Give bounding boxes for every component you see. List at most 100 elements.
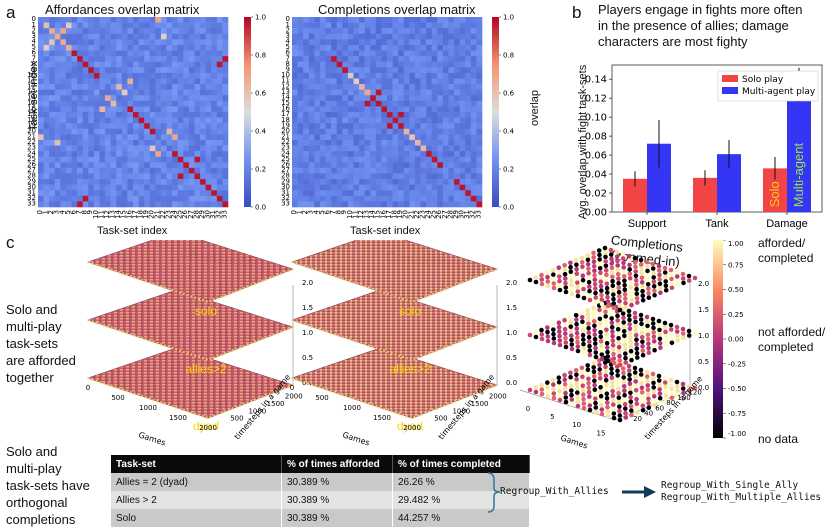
affordances-heatmap-cell <box>155 100 162 107</box>
completions-heatmap-cell <box>359 156 365 163</box>
heatmap-b-xtick: 32 <box>469 210 477 219</box>
completions-heatmap-cell <box>347 179 354 185</box>
completions-heatmap-cell <box>308 179 315 185</box>
affordances-heatmap-cell <box>211 100 218 107</box>
table-row: Allies = 2 (dyad) 30.389 % 26.26 % <box>111 473 530 491</box>
zoom-scatter-point <box>569 287 575 292</box>
affordances-heatmap-cell <box>144 190 151 197</box>
completions-heatmap-cell <box>325 201 332 208</box>
zoom-scatter-point <box>563 386 568 391</box>
completions-heatmap-cell <box>325 50 332 57</box>
completions-heatmap-cell <box>409 89 416 96</box>
affordances-heatmap-cell <box>222 190 229 197</box>
completions-heatmap-cell <box>375 112 382 118</box>
affordances-heatmap-cell <box>121 128 128 135</box>
completions-heatmap-cell <box>392 151 399 158</box>
affordances-heatmap-cell <box>138 28 145 35</box>
zoom-scatter-point <box>574 385 580 391</box>
affordances-heatmap-cell <box>88 117 95 124</box>
affordances-heatmap-cell <box>144 123 151 130</box>
zoom-scatter-point <box>614 249 620 255</box>
affordances-heatmap-cell <box>172 162 179 169</box>
affordances-heatmap-cell <box>166 123 173 130</box>
affordances-heatmap-cell <box>82 156 89 163</box>
zoom-scatter-point <box>591 365 596 370</box>
completions-heatmap-cell <box>398 151 405 158</box>
affordances-heatmap-cell <box>138 173 145 180</box>
affordances-heatmap-cell <box>65 61 72 68</box>
completions-heatmap-cell <box>364 33 371 40</box>
completions-heatmap-cell <box>437 67 444 74</box>
affordances-heatmap-cell <box>49 145 56 152</box>
affordances-heatmap-cell <box>116 17 123 23</box>
completions-heatmap-cell <box>426 78 433 85</box>
completions-heatmap-cell <box>308 44 315 51</box>
affordances-heatmap-cell <box>211 179 218 185</box>
affordances-heatmap-cell <box>200 39 206 46</box>
zoom-scatter-point <box>579 310 585 316</box>
affordances-heatmap-cell <box>77 162 84 169</box>
affordances-heatmap-cell <box>216 123 223 130</box>
affordances-heatmap-cell <box>105 156 111 163</box>
completions-heatmap-cell <box>476 139 483 146</box>
zoom-scatter-point <box>586 270 591 276</box>
affordances-heatmap-cell <box>71 28 78 35</box>
zoom-scatter-point <box>568 328 574 334</box>
completions-heatmap-cell <box>292 167 298 174</box>
affordances-heatmap-cell <box>121 117 128 124</box>
zoom-scatter-point <box>616 289 622 295</box>
zoom-scatter-point <box>628 403 634 409</box>
completions-heatmap-cell <box>470 173 477 180</box>
affordances-heatmap-cell <box>49 190 56 197</box>
zoom-xtick: 15 <box>597 429 606 437</box>
completions-heatmap-cell <box>308 84 315 90</box>
zoom-scatter-point <box>662 270 668 275</box>
completions-heatmap-cell <box>331 106 338 113</box>
completions-heatmap-cell <box>403 112 410 118</box>
completions-heatmap-cell <box>454 78 460 85</box>
affordances-heatmap-cell <box>88 39 95 46</box>
completions-heatmap-cell <box>420 145 427 152</box>
affordances-heatmap-cell <box>77 112 84 118</box>
completions-heatmap-cell <box>454 190 460 197</box>
affordances-heatmap-cell <box>160 44 167 51</box>
completions-heatmap-cell <box>381 190 388 197</box>
completions-heatmap-cell <box>459 33 466 40</box>
affordances-heatmap-cell <box>205 173 212 180</box>
zoom-scatter-point <box>628 289 634 294</box>
completions-heatmap-cell <box>303 78 310 85</box>
completions-heatmap-cell <box>470 156 477 163</box>
affordances-heatmap-cell <box>211 44 218 51</box>
affordances-surface-xtick: 500 <box>111 394 124 402</box>
affordances-heatmap-cell <box>160 173 167 180</box>
affordances-heatmap-cell <box>38 22 44 29</box>
completions-heatmap-cell <box>414 22 421 29</box>
table-header-taskset: Task-set <box>111 455 282 473</box>
affordances-heatmap-cell <box>160 162 167 169</box>
completions-heatmap-cell <box>465 145 472 152</box>
affordances-heatmap-cell <box>54 123 61 130</box>
completions-heatmap-cell <box>448 190 455 197</box>
affordances-heatmap-cell <box>60 56 67 63</box>
completions-heatmap-cell <box>297 22 304 29</box>
completions-heatmap-cell <box>409 61 416 68</box>
affordances-heatmap-cell <box>77 190 84 197</box>
completions-heatmap-cell <box>409 123 416 130</box>
zoom-scatter-point <box>646 400 651 406</box>
bar-legend <box>717 70 819 102</box>
zoom-scatter-point <box>639 266 644 272</box>
affordances-heatmap-cell <box>160 17 167 23</box>
affordances-heatmap-cell <box>183 28 190 35</box>
table-cell: Allies = 2 (dyad) <box>111 473 282 491</box>
affordances-heatmap-cell <box>183 123 190 130</box>
completions-heatmap-cell <box>465 134 472 141</box>
zoom-scatter-point <box>610 274 615 280</box>
completions-heatmap-cell <box>342 190 349 197</box>
zoom-scatter-point <box>617 307 623 313</box>
affordances-heatmap-cell <box>160 89 167 96</box>
affordances-heatmap-cell <box>216 179 223 185</box>
completions-heatmap-cell <box>342 128 349 135</box>
affordances-heatmap-cell <box>127 72 134 79</box>
zoom-scatter-point <box>557 393 563 398</box>
heatmap-b-ytick: 7 <box>286 54 290 62</box>
